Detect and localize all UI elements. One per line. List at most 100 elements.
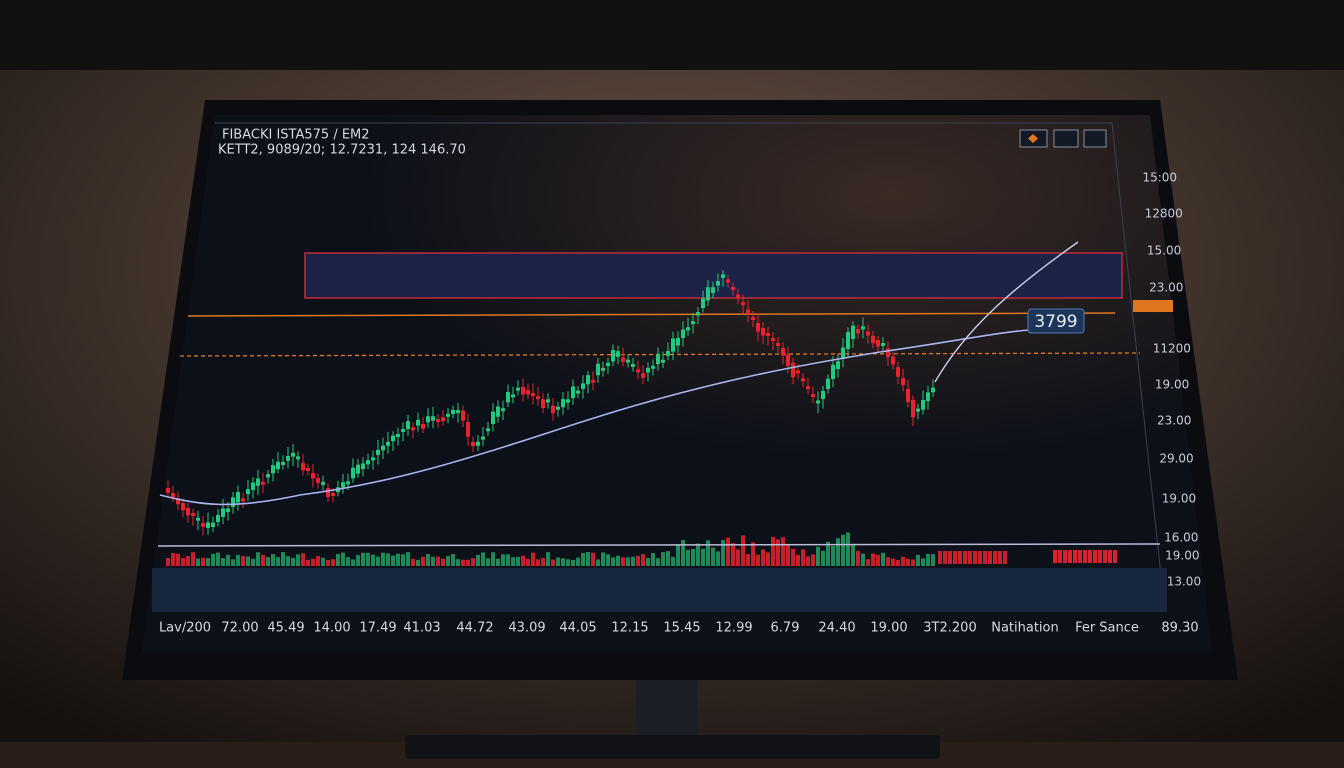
candle-body [721, 274, 725, 278]
volume-bar [511, 557, 515, 566]
x-tick-label: 41.03 [403, 621, 440, 636]
volume-bar [451, 554, 455, 566]
candle-body [276, 461, 280, 470]
volume-bar [836, 538, 840, 566]
candle-body [606, 362, 610, 366]
volume-bar [421, 556, 425, 566]
candle-body [681, 329, 685, 338]
moving-average [159, 329, 1031, 506]
candle-body [706, 287, 710, 301]
volume-bar [591, 552, 595, 566]
volume-bar [993, 551, 997, 564]
volume-bar [281, 552, 285, 566]
volume-bar [731, 543, 735, 566]
volume-bar [571, 559, 575, 566]
volume-bar [176, 553, 180, 566]
volume-bar [336, 553, 340, 566]
volume-bar [671, 556, 675, 566]
candle-body [326, 488, 330, 498]
candle-body [796, 370, 800, 374]
candle-body [171, 493, 175, 498]
candle-body [856, 329, 860, 334]
x-tick-label: Lav/200 [159, 621, 211, 636]
candle-body [236, 492, 240, 503]
candle-body [666, 351, 670, 356]
x-tick-label: 14.00 [313, 621, 350, 636]
candle-body [251, 482, 255, 490]
volume-bar [291, 557, 295, 566]
volume-bar [276, 557, 280, 566]
volume-bar [786, 543, 790, 566]
candle-body [241, 498, 245, 502]
volume-bar [911, 559, 915, 566]
candle-body [806, 386, 810, 390]
candle-body [181, 503, 185, 511]
candle-body [651, 365, 655, 369]
volume-bar [751, 542, 755, 566]
candle-body [256, 478, 260, 486]
candle-body [491, 411, 495, 424]
toolbar-button[interactable] [1053, 129, 1079, 148]
volume-bar [396, 553, 400, 566]
volume-bar [216, 552, 220, 566]
volume-bar [1113, 550, 1117, 563]
volume-bar [771, 536, 775, 566]
volume-bar [736, 549, 740, 566]
candle-body [741, 302, 745, 305]
volume-bar [1068, 550, 1072, 563]
volume-bar [998, 551, 1002, 564]
candle-body [346, 481, 350, 485]
candle-body [451, 409, 455, 414]
candle-body [261, 481, 265, 485]
volume-bar [266, 557, 270, 566]
candle-body [736, 294, 740, 298]
volume-bar [938, 551, 942, 564]
x-tick-label: 19.00 [870, 621, 907, 636]
volume-bar [666, 551, 670, 566]
candle-body [351, 467, 355, 479]
volume-bar [696, 543, 700, 566]
x-tick-label: Natihation [991, 621, 1059, 636]
volume-bar [973, 551, 977, 564]
candle-body [496, 406, 500, 417]
volume-bar [841, 534, 845, 566]
x-tick-label: 24.40 [818, 621, 855, 636]
volume-bar [251, 558, 255, 566]
volume-bar [916, 554, 920, 566]
y-tick-label: 19.00 [1165, 549, 1199, 563]
candle-body [461, 410, 465, 421]
volume-bar [631, 556, 635, 566]
volume-bar [953, 551, 957, 564]
candle-body [801, 378, 805, 382]
volume-bar [561, 558, 565, 566]
volume-bar [546, 552, 550, 566]
volume-bar [531, 552, 535, 566]
volume-bar [796, 554, 800, 566]
volume-bar [426, 554, 430, 566]
candle-body [231, 497, 235, 507]
y-tick-label: 11200 [1153, 342, 1191, 356]
candle-body [851, 325, 855, 339]
volume-bar [446, 555, 450, 566]
candle-body [566, 399, 570, 403]
candle-body [526, 390, 530, 395]
candle-body [881, 343, 885, 347]
volume-bar [201, 557, 205, 566]
candle-body [661, 359, 665, 363]
toolbar-button[interactable] [1083, 129, 1107, 148]
volume-bar [781, 537, 785, 566]
volume-bar [466, 559, 470, 566]
screen [142, 115, 1212, 652]
y-tick-label: 15.00 [1147, 244, 1181, 258]
volume-bar [691, 549, 695, 566]
x-tick-label: 12.99 [715, 621, 752, 636]
candle-body [576, 390, 580, 394]
volume-bar [411, 558, 415, 566]
candle-body [631, 363, 635, 367]
candle-body [201, 523, 205, 527]
volume-bar [811, 554, 815, 566]
candle-body [676, 337, 680, 346]
volume-bar [906, 558, 910, 566]
title: FIBACKI ISTA575 / EM2 [222, 128, 370, 143]
volume-bar [221, 558, 225, 566]
